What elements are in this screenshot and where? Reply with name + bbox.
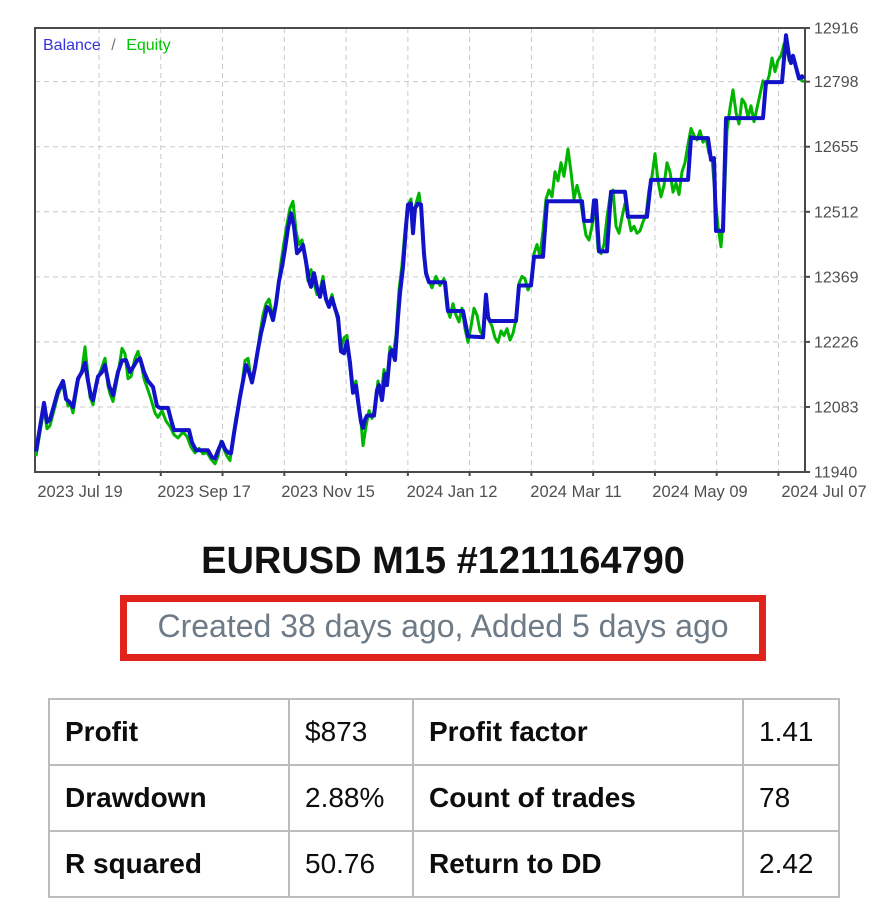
y-tick-label: 12655 bbox=[814, 139, 859, 156]
stat-label: Count of trades bbox=[412, 764, 744, 832]
x-tick-label: 2023 Nov 15 bbox=[281, 483, 375, 501]
y-tick-label: 11940 bbox=[814, 465, 857, 482]
y-tick-label: 12083 bbox=[814, 399, 859, 416]
y-tick-label: 12798 bbox=[814, 74, 859, 91]
y-tick-label: 12226 bbox=[814, 334, 859, 351]
x-axis-labels: 2023 Jul 19 2023 Sep 17 2023 Nov 15 2024 Ja… bbox=[37, 483, 866, 501]
stat-value: 50.76 bbox=[288, 830, 414, 898]
stat-value: $873 bbox=[288, 698, 414, 766]
x-tick-label: 2024 Jan 12 bbox=[407, 483, 498, 501]
plot-border bbox=[34, 27, 806, 473]
equity-line bbox=[34, 38, 805, 466]
stat-label: Drawdown bbox=[48, 764, 290, 832]
chart-canvas: 12916 12798 12655 12512 12369 12226 12083 11940… bbox=[34, 21, 867, 501]
stats-row: R squared 50.76 Return to DD 2.42 bbox=[48, 830, 840, 898]
created-added-text: Created 38 days ago, Added 5 days ago bbox=[157, 608, 729, 644]
legend-balance-label: Balance bbox=[43, 37, 101, 54]
page-title: EURUSD M15 #1211164790 bbox=[201, 540, 685, 582]
x-tick-label: 2023 Jul 19 bbox=[37, 483, 122, 501]
axis-ticks bbox=[98, 27, 810, 476]
stat-label: Profit factor bbox=[412, 698, 744, 766]
x-tick-label: 2024 Jul 07 bbox=[781, 483, 866, 501]
x-tick-label: 2023 Sep 17 bbox=[157, 483, 251, 501]
y-tick-label: 12369 bbox=[814, 269, 859, 286]
x-tick-label: 2024 May 09 bbox=[652, 483, 747, 501]
legend-separator: / bbox=[111, 37, 116, 54]
stats-row: Profit $873 Profit factor 1.41 bbox=[48, 698, 840, 766]
y-axis-labels: 12916 12798 12655 12512 12369 12226 12083 11940 bbox=[814, 21, 859, 482]
stat-label: Profit bbox=[48, 698, 290, 766]
y-tick-label: 12512 bbox=[814, 204, 859, 221]
stat-value: 1.41 bbox=[742, 698, 840, 766]
chart-gridlines bbox=[35, 28, 805, 472]
stat-value: 78 bbox=[742, 764, 840, 832]
created-added-highlight-box: Created 38 days ago, Added 5 days ago bbox=[120, 595, 766, 661]
legend-equity-label: Equity bbox=[126, 37, 170, 54]
stat-label: Return to DD bbox=[412, 830, 744, 898]
balance-equity-chart: 12916 12798 12655 12512 12369 12226 12083 11940… bbox=[34, 21, 867, 501]
stats-row: Drawdown 2.88% Count of trades 78 bbox=[48, 764, 840, 832]
balance-line bbox=[34, 33, 806, 461]
y-tick-label: 12916 bbox=[814, 21, 859, 38]
x-tick-label: 2024 Mar 11 bbox=[530, 483, 621, 501]
stat-value: 2.88% bbox=[288, 764, 414, 832]
stat-value: 2.42 bbox=[742, 830, 840, 898]
chart-legend: Balance / Equity bbox=[43, 37, 171, 54]
stat-label: R squared bbox=[48, 830, 290, 898]
stats-table: Profit $873 Profit factor 1.41 Drawdown 2.88%… bbox=[48, 698, 840, 898]
